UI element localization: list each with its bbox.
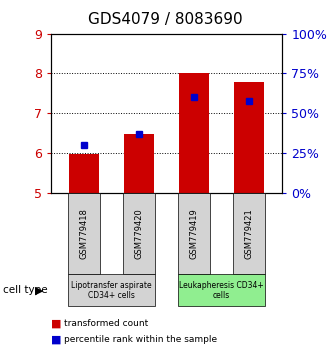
Text: Lipotransfer aspirate
CD34+ cells: Lipotransfer aspirate CD34+ cells (71, 281, 152, 300)
Text: cell type: cell type (3, 285, 48, 295)
Text: percentile rank within the sample: percentile rank within the sample (64, 335, 217, 344)
Text: GSM779419: GSM779419 (190, 208, 199, 259)
Bar (179, 73, 209, 193)
Bar (234, 82, 264, 193)
Text: ▶: ▶ (35, 285, 43, 295)
Text: transformed count: transformed count (64, 319, 148, 329)
Text: GSM779420: GSM779420 (135, 208, 144, 259)
Text: GSM779421: GSM779421 (245, 208, 254, 259)
Text: GSM779418: GSM779418 (80, 208, 89, 259)
Bar (69, 154, 99, 193)
Text: ■: ■ (51, 319, 62, 329)
Text: Leukapheresis CD34+
cells: Leukapheresis CD34+ cells (179, 281, 264, 300)
Text: GDS4079 / 8083690: GDS4079 / 8083690 (88, 12, 242, 27)
Text: ■: ■ (51, 335, 62, 345)
Bar (124, 133, 154, 193)
